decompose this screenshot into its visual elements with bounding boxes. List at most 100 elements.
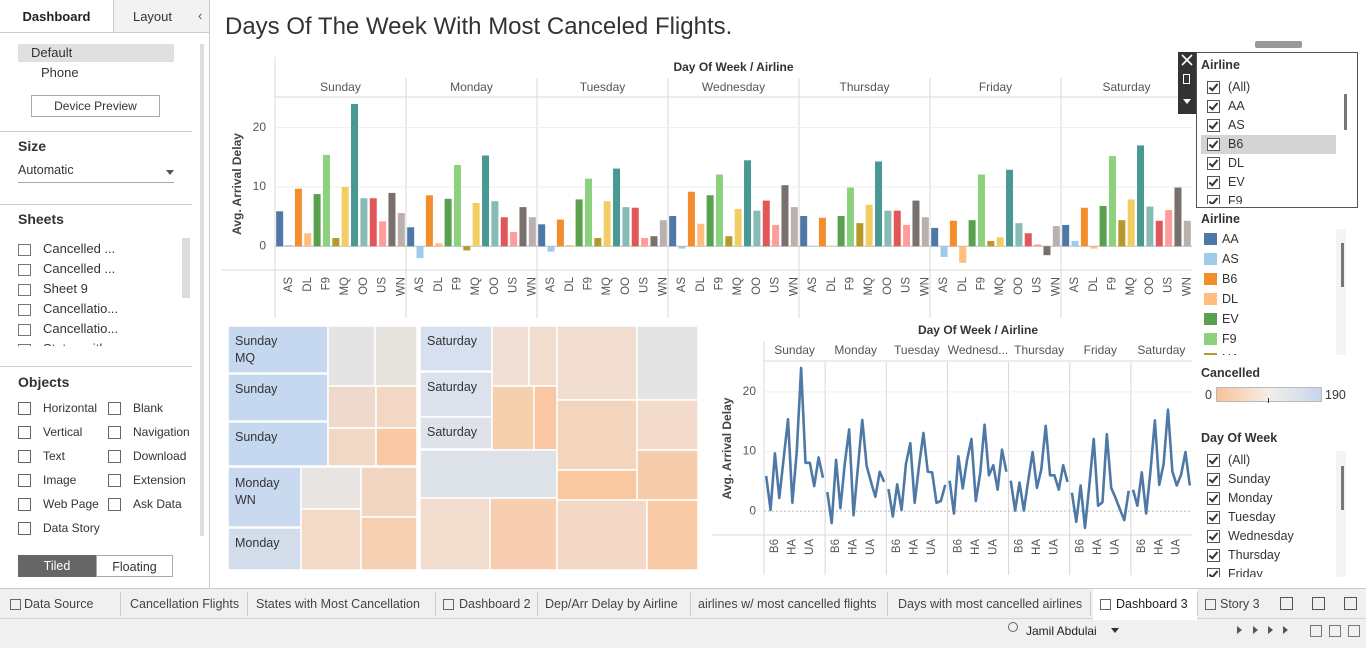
- sheet-tab[interactable]: Data Source: [24, 597, 94, 611]
- object-item[interactable]: Download: [133, 449, 187, 463]
- sidebar-tab[interactable]: Layout: [113, 0, 191, 32]
- close-icon[interactable]: [1181, 54, 1193, 66]
- sheet-tab[interactable]: Cancellation Flights: [130, 597, 240, 611]
- size-dropdown[interactable]: Automatic: [18, 163, 174, 183]
- legend-entry[interactable]: AS: [1222, 252, 1239, 266]
- object-icon[interactable]: [18, 522, 31, 535]
- tab-icon[interactable]: [1205, 599, 1216, 610]
- drag-handle[interactable]: [1255, 41, 1302, 48]
- checkbox[interactable]: [1207, 138, 1220, 151]
- object-item[interactable]: Blank: [133, 401, 164, 415]
- filter-item[interactable]: AS: [1228, 118, 1245, 132]
- object-icon[interactable]: [108, 474, 121, 487]
- scrollbar[interactable]: [1344, 94, 1347, 130]
- object-item[interactable]: Ask Data: [133, 497, 182, 511]
- object-item[interactable]: Vertical: [43, 425, 83, 439]
- filter-item[interactable]: Wednesday: [1228, 529, 1294, 543]
- view-icon[interactable]: [1329, 625, 1341, 637]
- filter-item[interactable]: DL: [1228, 156, 1244, 170]
- legend-entry[interactable]: F9: [1222, 332, 1237, 346]
- object-item[interactable]: Extension: [133, 473, 186, 487]
- checkbox[interactable]: [1207, 119, 1220, 132]
- scrollbar[interactable]: [182, 238, 190, 298]
- object-icon[interactable]: [108, 426, 121, 439]
- sheet-tab[interactable]: Dashboard 2: [459, 597, 531, 611]
- checkbox[interactable]: [1207, 511, 1220, 524]
- object-item[interactable]: Text: [43, 449, 66, 463]
- tab-icon[interactable]: [1100, 599, 1111, 610]
- sheet-tab[interactable]: airlines w/ most cancelled flights: [698, 597, 877, 611]
- legend-entry[interactable]: HA: [1222, 352, 1239, 355]
- filter-item[interactable]: Monday: [1228, 491, 1273, 505]
- legend-entry[interactable]: EV: [1222, 312, 1239, 326]
- layout-mode-button[interactable]: Tiled: [18, 555, 96, 577]
- checkbox[interactable]: [1207, 549, 1220, 562]
- object-icon[interactable]: [18, 426, 31, 439]
- nav-button[interactable]: [1237, 626, 1246, 634]
- tab-icon[interactable]: [443, 599, 454, 610]
- checkbox[interactable]: [1207, 176, 1220, 189]
- object-icon[interactable]: [108, 450, 121, 463]
- checkbox[interactable]: [1207, 492, 1220, 505]
- object-icon[interactable]: [108, 402, 121, 415]
- filter-item[interactable]: F9: [1228, 194, 1243, 204]
- object-item[interactable]: Navigation: [133, 425, 190, 439]
- object-icon[interactable]: [18, 402, 31, 415]
- object-icon[interactable]: [18, 498, 31, 511]
- scrollbar[interactable]: [1336, 229, 1346, 355]
- object-item[interactable]: Image: [43, 473, 77, 487]
- device-option[interactable]: Default: [18, 44, 174, 62]
- checkbox[interactable]: [1207, 157, 1220, 170]
- sidebar-tab[interactable]: Dashboard: [0, 0, 113, 32]
- object-item[interactable]: Data Story: [43, 521, 100, 535]
- collapse-icon[interactable]: ‹: [198, 8, 203, 23]
- filter-item[interactable]: EV: [1228, 175, 1245, 189]
- filter-item[interactable]: Friday: [1228, 567, 1263, 577]
- object-icon[interactable]: [108, 498, 121, 511]
- view-icon[interactable]: [1348, 625, 1360, 637]
- sheet-tab[interactable]: Dashboard 3: [1116, 597, 1188, 611]
- dropdown-arrow[interactable]: [166, 170, 174, 179]
- checkbox[interactable]: [1207, 454, 1220, 467]
- checkbox[interactable]: [1207, 473, 1220, 486]
- nav-button[interactable]: [1268, 626, 1277, 634]
- user-icon[interactable]: [1008, 622, 1018, 632]
- tab-icon[interactable]: [10, 599, 21, 610]
- sheet-item[interactable]: States with...: [43, 341, 117, 346]
- user-name[interactable]: Jamil Abdulai: [1026, 624, 1097, 638]
- nav-button[interactable]: [1253, 626, 1262, 634]
- filter-item[interactable]: Tuesday: [1228, 510, 1276, 524]
- scrollbar-thumb[interactable]: [1341, 466, 1344, 510]
- checkbox[interactable]: [1207, 568, 1220, 577]
- nav-button[interactable]: [1283, 626, 1292, 634]
- view-icon[interactable]: [1310, 625, 1322, 637]
- new-sheet-icon[interactable]: [1280, 597, 1293, 610]
- checkbox[interactable]: [1207, 100, 1220, 113]
- legend-entry[interactable]: DL: [1222, 292, 1238, 306]
- sheet-tab[interactable]: Story 3: [1220, 597, 1260, 611]
- dropdown-arrow[interactable]: [1111, 628, 1119, 637]
- sheet-item[interactable]: Cancelled ...: [43, 261, 116, 276]
- new-sheet-icon[interactable]: [1312, 597, 1325, 610]
- legend-entry[interactable]: B6: [1222, 272, 1238, 286]
- filter-item[interactable]: Thursday: [1228, 548, 1281, 562]
- sheet-tab[interactable]: States with Most Cancellation: [256, 597, 420, 611]
- device-preview-button[interactable]: Device Preview: [31, 95, 160, 117]
- scrollbar[interactable]: [1336, 451, 1346, 577]
- filter-item[interactable]: B6: [1228, 137, 1244, 151]
- new-sheet-icon[interactable]: [1344, 597, 1357, 610]
- sheet-tab[interactable]: Days with most cancelled airlines: [898, 597, 1083, 611]
- sheet-item[interactable]: Cancellatio...: [43, 301, 119, 316]
- filter-item[interactable]: (All): [1228, 453, 1251, 467]
- layout-mode-button[interactable]: Floating: [96, 555, 173, 577]
- pin-icon[interactable]: [1183, 74, 1190, 84]
- object-icon[interactable]: [18, 474, 31, 487]
- scrollbar-thumb[interactable]: [1341, 243, 1344, 287]
- device-option[interactable]: Phone: [41, 65, 79, 80]
- object-item[interactable]: Web Page: [43, 497, 99, 511]
- filter-item[interactable]: Sunday: [1228, 472, 1271, 486]
- sheet-item[interactable]: Cancellatio...: [43, 321, 119, 336]
- checkbox[interactable]: [1207, 530, 1220, 543]
- sheet-item[interactable]: Sheet 9: [43, 281, 88, 296]
- filter-item[interactable]: (All): [1228, 80, 1251, 94]
